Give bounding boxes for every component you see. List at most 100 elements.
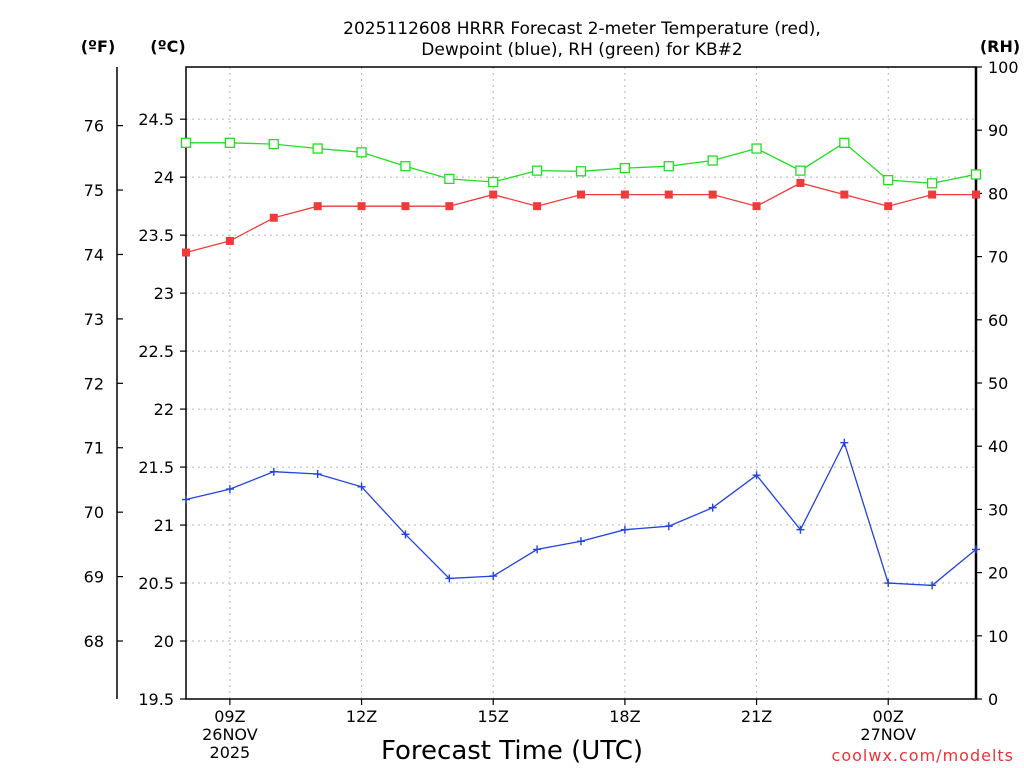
temperature-point <box>401 202 410 211</box>
rh-tick-label: 40 <box>988 437 1008 456</box>
temperature-point <box>840 190 849 199</box>
dewpoint-point <box>533 545 542 554</box>
rh-point <box>444 173 455 185</box>
rh-tick-label: 0 <box>988 690 998 709</box>
dewpoint-point <box>620 525 629 534</box>
fahrenheit-tick-label: 76 <box>84 117 104 136</box>
celsius-tick-label: 24 <box>154 168 174 187</box>
rh-point <box>575 166 587 177</box>
dewpoint-point <box>928 581 937 590</box>
temperature-point <box>752 202 761 211</box>
rh-tick-label: 10 <box>988 627 1008 646</box>
plot-frame <box>185 66 977 700</box>
rh-tick-label: 60 <box>988 311 1008 330</box>
rh-line <box>186 141 977 184</box>
rh-tick-label: 90 <box>988 121 1008 140</box>
rh-unit-label: (RH) <box>980 37 1020 56</box>
rh-point <box>312 143 323 154</box>
temperature-point <box>357 202 366 211</box>
temperature-point <box>489 190 498 199</box>
celsius-tick-label: 24.5 <box>138 110 174 129</box>
rh-point <box>883 174 894 186</box>
celsius-tick-label: 22 <box>154 400 174 419</box>
rh-tick-label: 20 <box>988 564 1008 583</box>
temperature-point <box>708 190 717 199</box>
rh-point <box>268 138 279 150</box>
rh-point <box>795 165 806 176</box>
fahrenheit-unit-label: (ºF) <box>81 37 116 56</box>
dewpoint-point <box>752 471 761 480</box>
data-series <box>180 137 982 590</box>
rh-tick-label: 50 <box>988 374 1008 393</box>
rh-point <box>531 165 543 176</box>
dewpoint-point <box>577 537 585 546</box>
x-tick-label: 26NOV <box>202 725 258 744</box>
temperature-point <box>664 190 673 199</box>
credit-text: coolwx.com/modelts <box>832 746 1014 765</box>
fahrenheit-tick-label: 71 <box>84 439 104 458</box>
fahrenheit-tick-label: 72 <box>84 374 104 393</box>
dewpoint-point <box>972 545 980 554</box>
fahrenheit-tick-label: 75 <box>84 181 104 200</box>
rh-point <box>926 178 938 189</box>
dewpoint-point <box>489 572 498 581</box>
dewpoint-point <box>708 503 717 512</box>
rh-tick-label: 80 <box>988 184 1008 203</box>
chart-title-line1: 2025112608 HRRR Forecast 2-meter Tempera… <box>343 19 821 39</box>
fahrenheit-tick-label: 73 <box>84 310 104 329</box>
temperature-point <box>313 202 322 211</box>
fahrenheit-tick-label: 70 <box>84 503 104 522</box>
temperature-point <box>225 236 234 245</box>
x-tick-label: 12Z <box>346 707 377 726</box>
temperature-point <box>796 178 805 187</box>
rh-point <box>970 169 982 180</box>
x-tick-label: 00Z <box>873 707 904 726</box>
fahrenheit-tick-label: 68 <box>84 632 104 651</box>
rh-tick-label: 70 <box>988 248 1008 267</box>
x-tick-label: 21Z <box>741 707 772 726</box>
temperature-point <box>620 190 629 199</box>
rh-point <box>839 137 850 148</box>
temperature-point <box>182 248 190 257</box>
fahrenheit-tick-label: 69 <box>84 568 104 587</box>
celsius-tick-label: 23.5 <box>138 226 174 245</box>
celsius-tick-label: 19.5 <box>138 690 174 709</box>
dewpoint-point <box>796 525 805 534</box>
dewpoint-line <box>185 440 977 587</box>
x-tick-label: 09Z <box>214 707 245 726</box>
rh-point <box>356 147 367 158</box>
rh-point <box>751 143 762 154</box>
rh-tick-label: 100 <box>988 58 1019 77</box>
x-axis-label: Forecast Time (UTC) <box>381 736 643 766</box>
temperature-point <box>884 202 893 211</box>
temperature-point <box>533 202 542 211</box>
rh-point <box>663 161 674 172</box>
rh-point <box>707 155 718 166</box>
x-tick-label: 2025 <box>210 743 251 762</box>
dewpoint-point <box>269 467 278 476</box>
chart-title-line2: Dewpoint (blue), RH (green) for KB#2 <box>421 40 742 60</box>
rh-point <box>619 162 631 174</box>
celsius-unit-label: (ºC) <box>150 37 185 56</box>
rh-point <box>224 137 236 148</box>
rh-point <box>400 161 411 172</box>
celsius-tick-label: 20 <box>154 632 174 651</box>
rh-point <box>488 176 499 188</box>
celsius-tick-label: 23 <box>154 284 174 303</box>
temperature-point <box>269 213 278 222</box>
dewpoint-point <box>357 482 366 491</box>
dewpoint-point <box>884 579 893 588</box>
axes <box>116 66 982 705</box>
dewpoint-point <box>313 470 322 479</box>
dewpoint-point <box>182 495 190 504</box>
celsius-tick-label: 21.5 <box>138 458 174 477</box>
dewpoint-point <box>225 485 234 494</box>
dewpoint-point <box>445 574 454 583</box>
dewpoint-point <box>664 522 673 531</box>
rh-point <box>180 137 192 148</box>
temperature-point <box>928 190 937 199</box>
celsius-tick-label: 22.5 <box>138 342 174 361</box>
temperature-point <box>445 202 454 211</box>
fahrenheit-tick-label: 74 <box>84 245 104 264</box>
